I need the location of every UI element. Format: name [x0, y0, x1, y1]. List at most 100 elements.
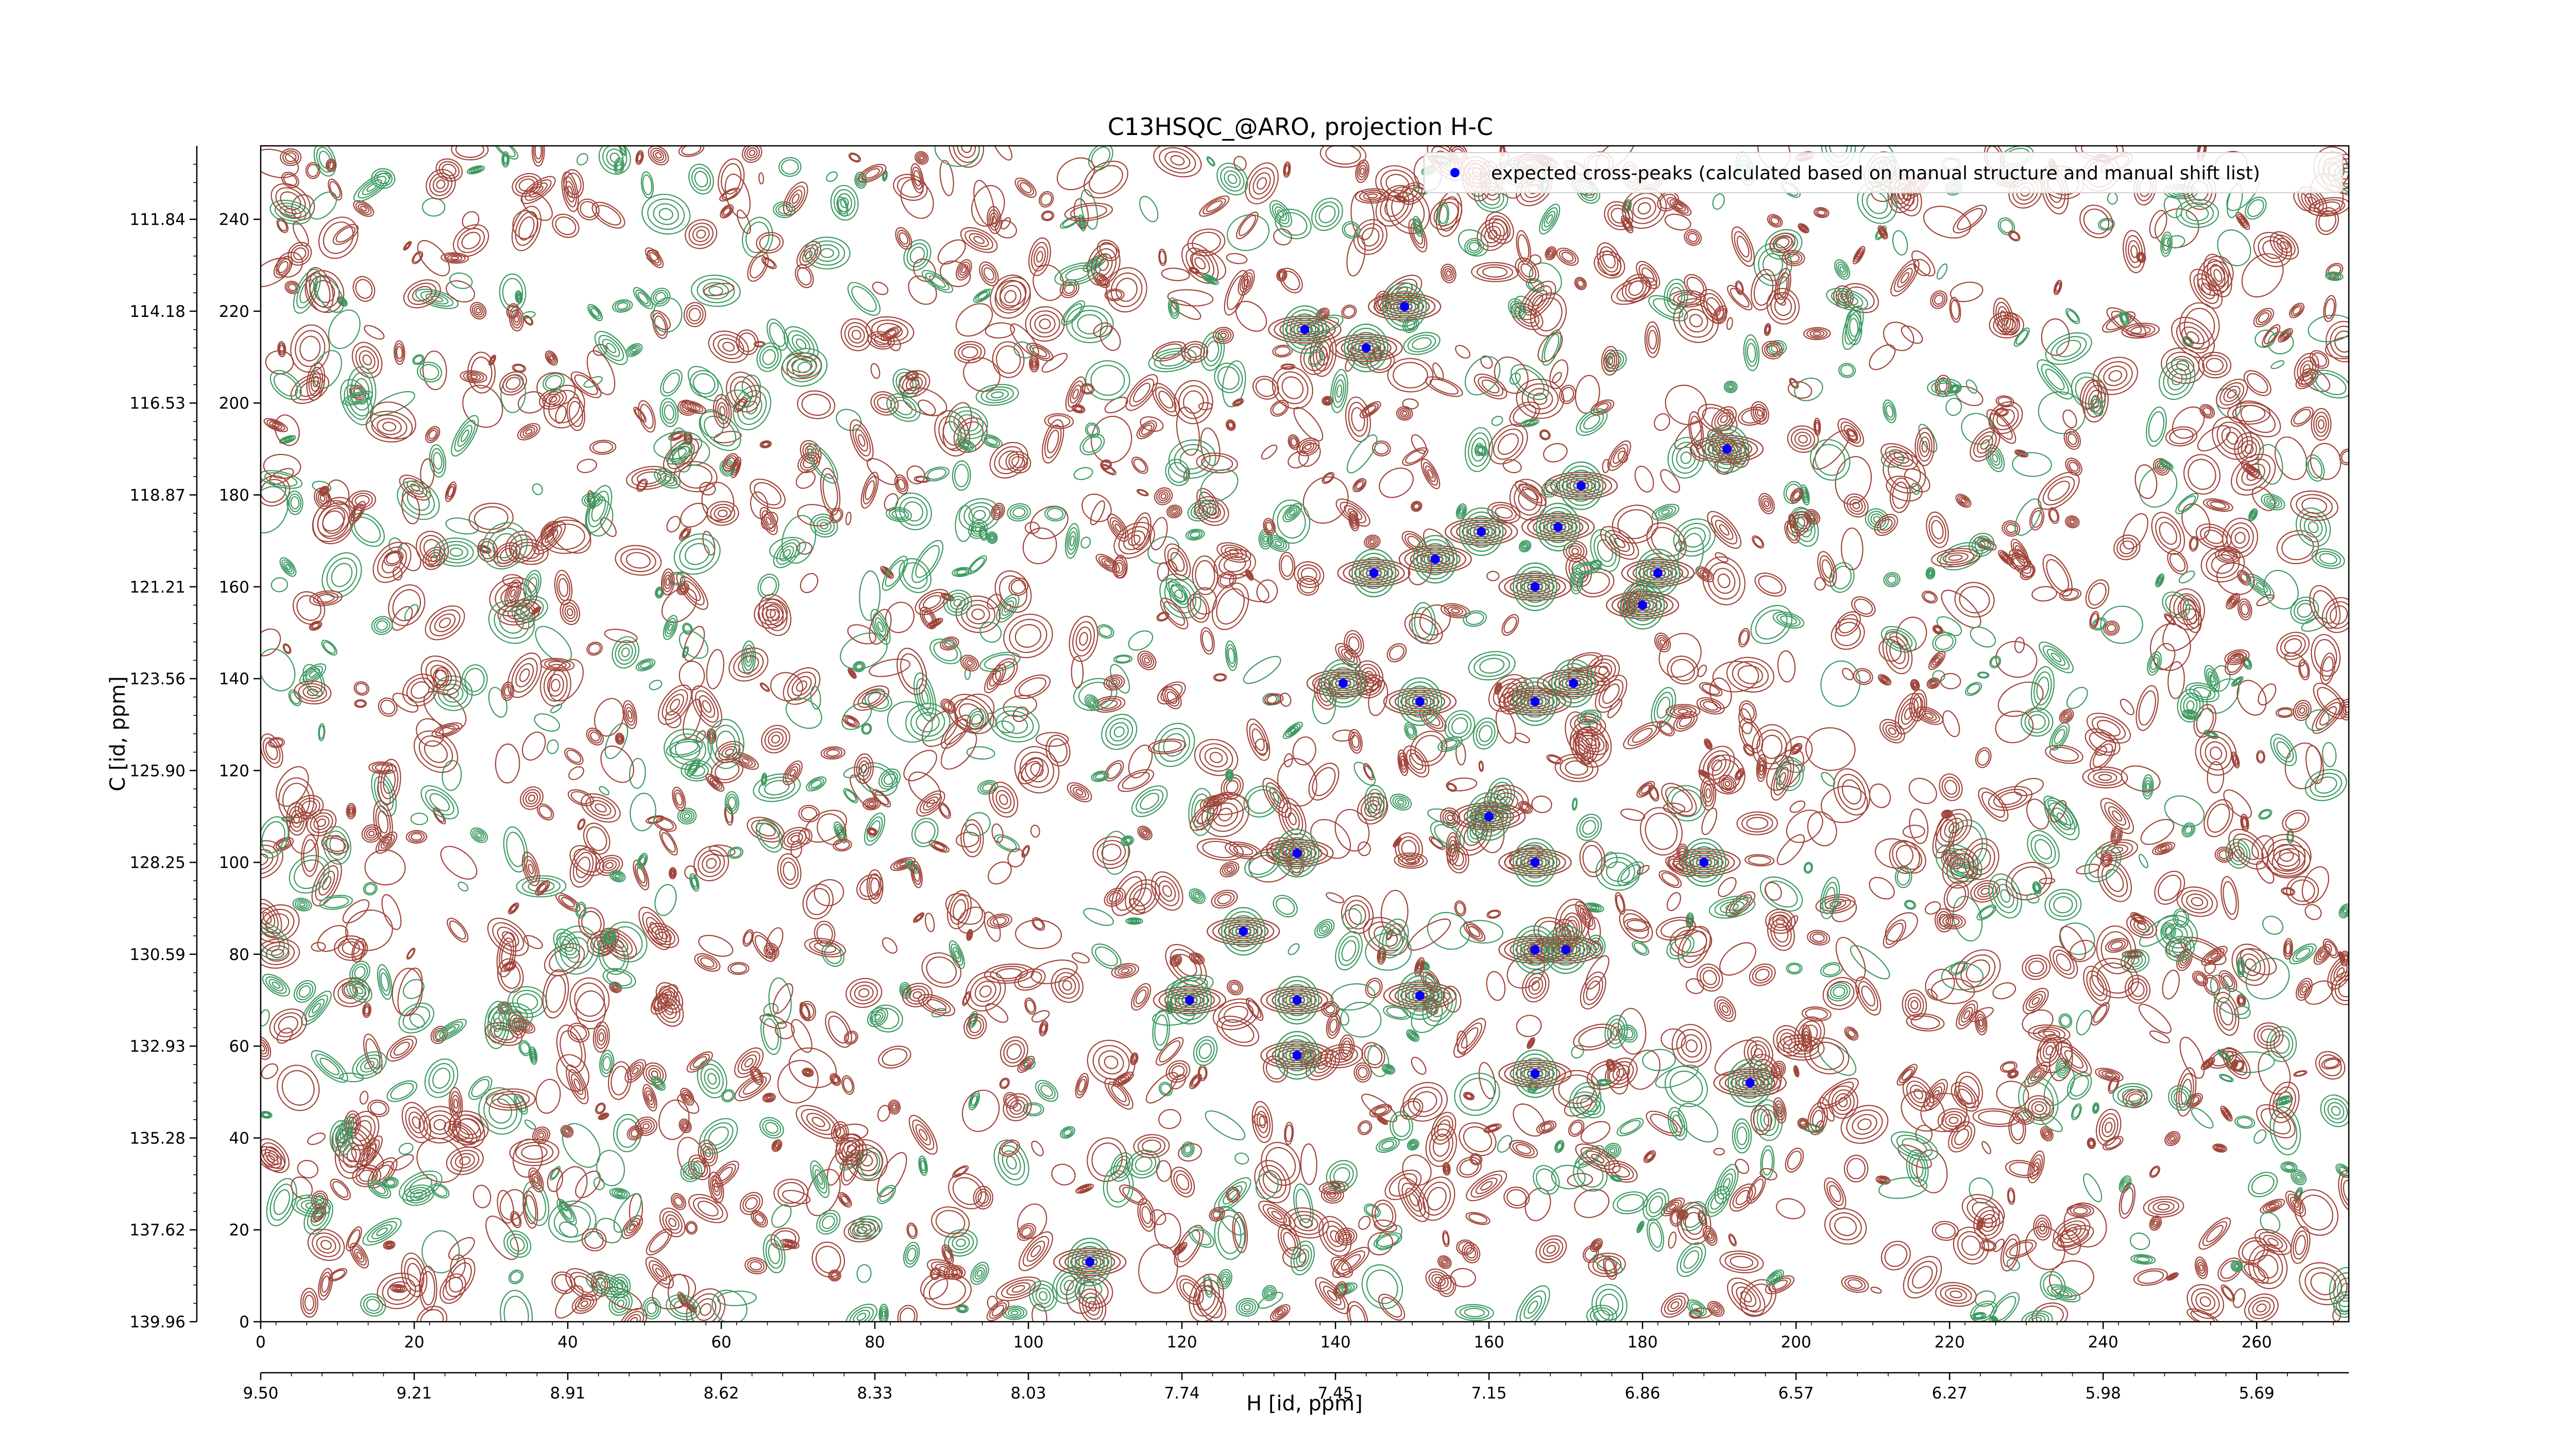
noise-contour [1258, 1165, 1286, 1199]
noise-contour [781, 515, 817, 564]
noise-contour [778, 205, 790, 214]
noise-contour [1950, 299, 1960, 320]
noise-contour [1321, 396, 1333, 406]
noise-contour [1360, 167, 1365, 175]
noise-contour [944, 1229, 978, 1257]
noise-contour [1254, 1159, 1291, 1204]
noise-contour [2124, 951, 2146, 970]
noise-contour [2333, 1272, 2349, 1307]
noise-contour [461, 231, 481, 249]
noise-contour [1800, 1123, 1823, 1134]
noise-contour [1104, 1077, 1133, 1110]
noise-contour [2199, 1296, 2211, 1307]
noise-contour [1830, 984, 1848, 1000]
noise-contour [1927, 988, 1938, 999]
noise-contour [307, 164, 319, 177]
noise-contour [595, 803, 607, 813]
noise-contour [2336, 1277, 2349, 1302]
noise-contour [1287, 812, 1297, 825]
noise-contour [2045, 368, 2065, 391]
noise-contour [2315, 207, 2339, 235]
noise-contour [1447, 606, 1464, 615]
noise-contour [1357, 162, 1368, 180]
noise-contour [561, 897, 575, 908]
noise-contour [2176, 1067, 2197, 1117]
noise-contour [2105, 622, 2118, 634]
noise-contour [1576, 1094, 1602, 1116]
noise-contour [791, 334, 811, 353]
plot-background [261, 146, 2349, 1322]
noise-contour [2010, 1116, 2024, 1141]
noise-contour [1141, 655, 1153, 666]
noise-contour [556, 1199, 577, 1226]
noise-contour [1170, 1167, 1195, 1198]
noise-contour [994, 220, 1017, 239]
noise-contour [1941, 1111, 1966, 1130]
noise-contour [1617, 861, 1645, 886]
noise-contour [1406, 749, 1427, 774]
noise-contour [2167, 661, 2185, 699]
noise-contour [1749, 1178, 1764, 1201]
noise-contour [355, 201, 372, 215]
noise-contour [1832, 565, 1852, 589]
noise-contour [1010, 1310, 1019, 1316]
noise-contour [2321, 656, 2334, 681]
noise-contour [659, 829, 678, 856]
noise-contour [1453, 1018, 1486, 1058]
noise-contour [1218, 1271, 1231, 1287]
noise-contour [274, 203, 307, 222]
noise-contour [2324, 1098, 2348, 1123]
noise-contour [1765, 229, 1803, 260]
noise-contour [2338, 903, 2349, 919]
noise-contour [1036, 732, 1069, 747]
noise-contour [1707, 562, 1741, 600]
noise-contour [1270, 1304, 1291, 1322]
noise-contour [1058, 976, 1076, 995]
noise-contour [1104, 560, 1112, 567]
noise-contour [2334, 330, 2349, 353]
noise-contour [1477, 264, 1514, 280]
noise-contour [1039, 1291, 1048, 1301]
noise-contour [1610, 444, 1629, 468]
noise-contour [590, 800, 612, 816]
noise-contour [761, 724, 790, 754]
noise-contour [1574, 716, 1602, 734]
noise-contour [1459, 1306, 1490, 1320]
noise-contour [1189, 888, 1206, 904]
noise-contour [741, 374, 761, 398]
noise-contour [2281, 534, 2314, 561]
noise-contour [1897, 267, 1913, 288]
noise-contour [997, 836, 1017, 850]
noise-contour [816, 519, 832, 532]
noise-contour [349, 808, 353, 814]
noise-contour [1222, 1276, 1227, 1283]
noise-contour [1029, 1280, 1058, 1312]
noise-contour [918, 154, 926, 162]
noise-contour [1509, 401, 1540, 427]
noise-contour [1101, 558, 1115, 569]
noise-contour [466, 373, 481, 381]
noise-contour [335, 226, 356, 243]
noise-contour [882, 1310, 886, 1318]
noise-contour [1748, 855, 1771, 865]
noise-contour [741, 395, 762, 420]
noise-contour [2120, 1177, 2130, 1191]
noise-contour [1136, 789, 1164, 814]
noise-contour [442, 760, 462, 791]
noise-contour [1191, 890, 1204, 902]
noise-contour [955, 303, 993, 337]
noise-contour [1471, 262, 1519, 282]
noise-contour [733, 384, 771, 431]
noise-contour [1257, 177, 1267, 190]
noise-contour [432, 1067, 451, 1089]
noise-contour [1702, 556, 1745, 605]
noise-contour [424, 1058, 459, 1098]
noise-contour [975, 1188, 991, 1207]
noise-contour [1703, 750, 1731, 781]
noise-contour [2113, 534, 2141, 561]
noise-contour [1740, 1291, 1752, 1303]
noise-contour [478, 545, 492, 554]
noise-contour [1577, 732, 1605, 752]
noise-contour [1279, 693, 1292, 707]
noise-contour [395, 343, 404, 362]
